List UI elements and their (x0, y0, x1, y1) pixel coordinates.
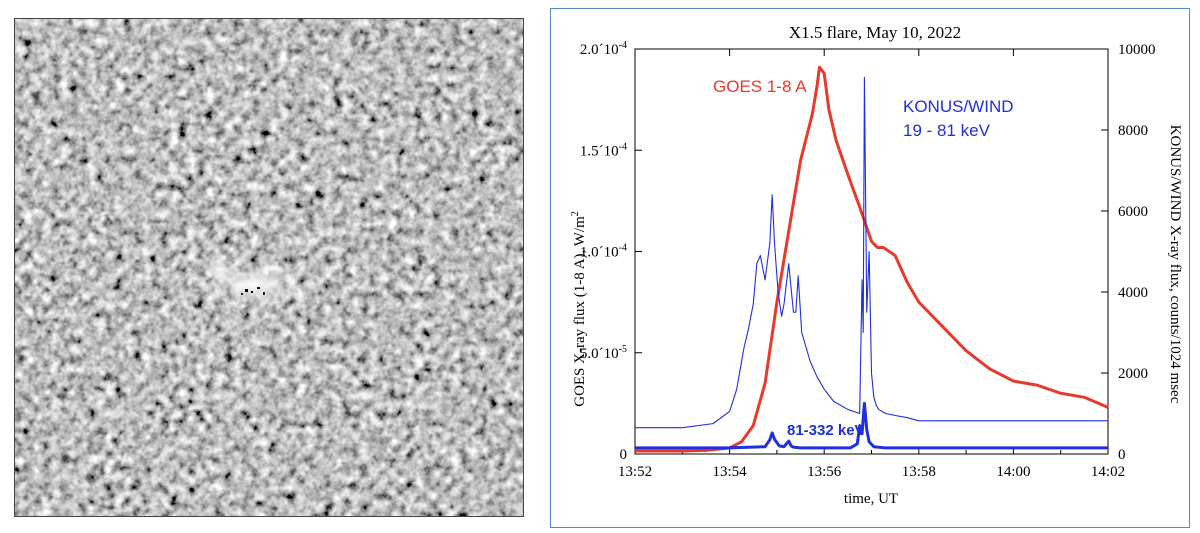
x-tick-label: 14:02 (1091, 464, 1125, 480)
konus-81-332-kev-line (635, 401, 1108, 450)
y-right-tick-label: 6000 (1118, 204, 1148, 220)
goes-series-label: GOES 1-8 A (713, 77, 807, 96)
x-tick-label: 13:58 (902, 464, 936, 480)
magnetogram-texture (15, 19, 523, 516)
y-axis-left: 05.0´10-51.0´10-41.5´10-42.0´10-4 (580, 40, 642, 463)
y-left-tick-label: 0 (620, 447, 628, 463)
y-left-tick-label: 1.5´10-4 (580, 141, 627, 159)
sunspot-dark-pixels (241, 287, 265, 295)
y-left-tick-mantissa: 1.5´10 (580, 143, 619, 159)
x-tick-label: 13:54 (713, 464, 748, 480)
y-right-tick-label: 4000 (1118, 285, 1148, 301)
x-axis-label: time, UT (844, 491, 898, 507)
y-right-tick-label: 2000 (1118, 366, 1148, 382)
x-tick-label: 13:52 (618, 464, 652, 480)
y-left-tick-label: 2.0´10-4 (580, 40, 627, 58)
y-axis-right: 0 2000 4000 6000 8000 10000 (1101, 42, 1156, 463)
konus-high-energy-label: 81-332 keV (787, 422, 865, 439)
y-axis-left-label: GOES X-ray flux (1-8 A), W/m2 (570, 211, 588, 407)
y-left-tick-mantissa: 0 (620, 447, 628, 463)
x-tick-label: 13:56 (807, 464, 842, 480)
series-layer (635, 65, 1109, 453)
flare-light-curve-chart: X1.5 flare, May 10, 2022 13:52 13:54 13:56… (550, 8, 1190, 528)
y-left-tick-mantissa: 2.0´10 (580, 42, 619, 58)
y-left-tick-exponent: -4 (619, 40, 627, 51)
y-left-tick-mantissa: 1.0´10 (580, 245, 619, 261)
y-axis-right-label: KONUS/WIND X-ray flux, counts/1024 msec (1167, 125, 1183, 404)
x-tick-label: 14:00 (996, 464, 1030, 480)
y-right-tick-label: 10000 (1118, 42, 1156, 58)
y-left-tick-label: 1.0´10-4 (580, 243, 627, 261)
plot-area-frame (634, 48, 1109, 455)
y-left-tick-exponent: -5 (619, 344, 627, 355)
y-right-tick-label: 8000 (1118, 123, 1148, 139)
x-axis: 13:52 13:54 13:56 13:58 14:00 14:02 (618, 49, 1125, 480)
y-axis-left-label-sup: 2 (570, 211, 581, 216)
chart-canvas: X1.5 flare, May 10, 2022 13:52 13:54 13:56… (570, 23, 1183, 507)
y-left-tick-exponent: -4 (619, 141, 627, 152)
konus-19-81-kev-line (635, 76, 1108, 429)
y-right-tick-label: 0 (1118, 447, 1126, 463)
goes-series-line (635, 65, 1109, 453)
solar-magnetogram-image (14, 18, 524, 517)
konus-series-label-line2: 19 - 81 keV (903, 121, 991, 140)
y-axis-left-label-text: GOES X-ray flux (1-8 A), W/m (572, 216, 588, 407)
chart-title: X1.5 flare, May 10, 2022 (789, 23, 961, 42)
y-left-tick-label: 5.0´10-5 (580, 344, 627, 362)
konus-series-label-line1: KONUS/WIND (903, 97, 1014, 116)
y-left-tick-mantissa: 5.0´10 (580, 346, 619, 362)
y-left-tick-exponent: -4 (619, 243, 627, 254)
